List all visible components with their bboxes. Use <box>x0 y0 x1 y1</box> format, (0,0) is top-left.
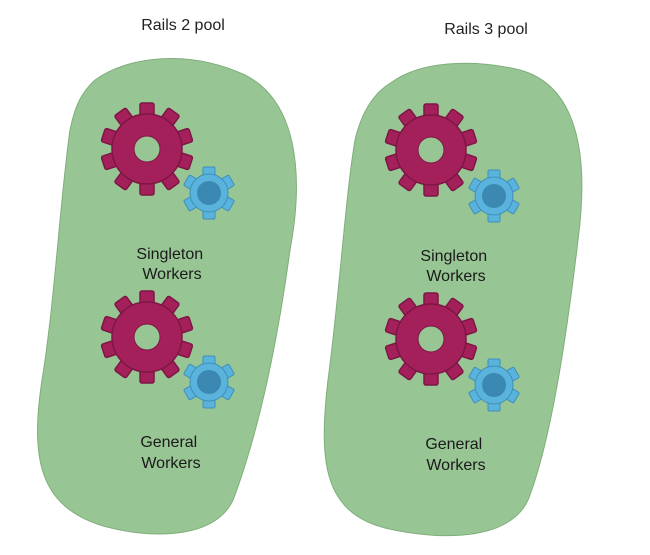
general-workers-label: General Workers <box>425 436 486 474</box>
large-gear-icon <box>100 102 194 196</box>
group-label-line2: Workers <box>426 268 485 285</box>
pool-rails-3: Rails 3 pool Singleton Workers General W… <box>323 21 583 537</box>
group-label-line1: General <box>140 434 197 451</box>
pool-rails-2: Rails 2 pool Singleton Workers General W… <box>37 17 297 535</box>
group-label-line2: Workers <box>141 455 200 472</box>
pool-title: Rails 2 pool <box>141 17 225 34</box>
singleton-workers-label: Singleton Workers <box>136 246 207 283</box>
large-gear-icon <box>384 292 478 386</box>
pool-container <box>37 58 297 535</box>
large-gear-icon <box>100 290 194 384</box>
singleton-workers-label: Singleton Workers <box>420 248 491 285</box>
group-label-line2: Workers <box>142 266 201 283</box>
large-gear-icon <box>384 103 478 197</box>
pool-title: Rails 3 pool <box>444 21 528 38</box>
general-workers-label: General Workers <box>140 434 201 472</box>
group-label-line1: Singleton <box>136 246 203 263</box>
group-label-line1: General <box>425 436 482 453</box>
group-label-line2: Workers <box>426 457 485 474</box>
group-label-line1: Singleton <box>420 248 487 265</box>
